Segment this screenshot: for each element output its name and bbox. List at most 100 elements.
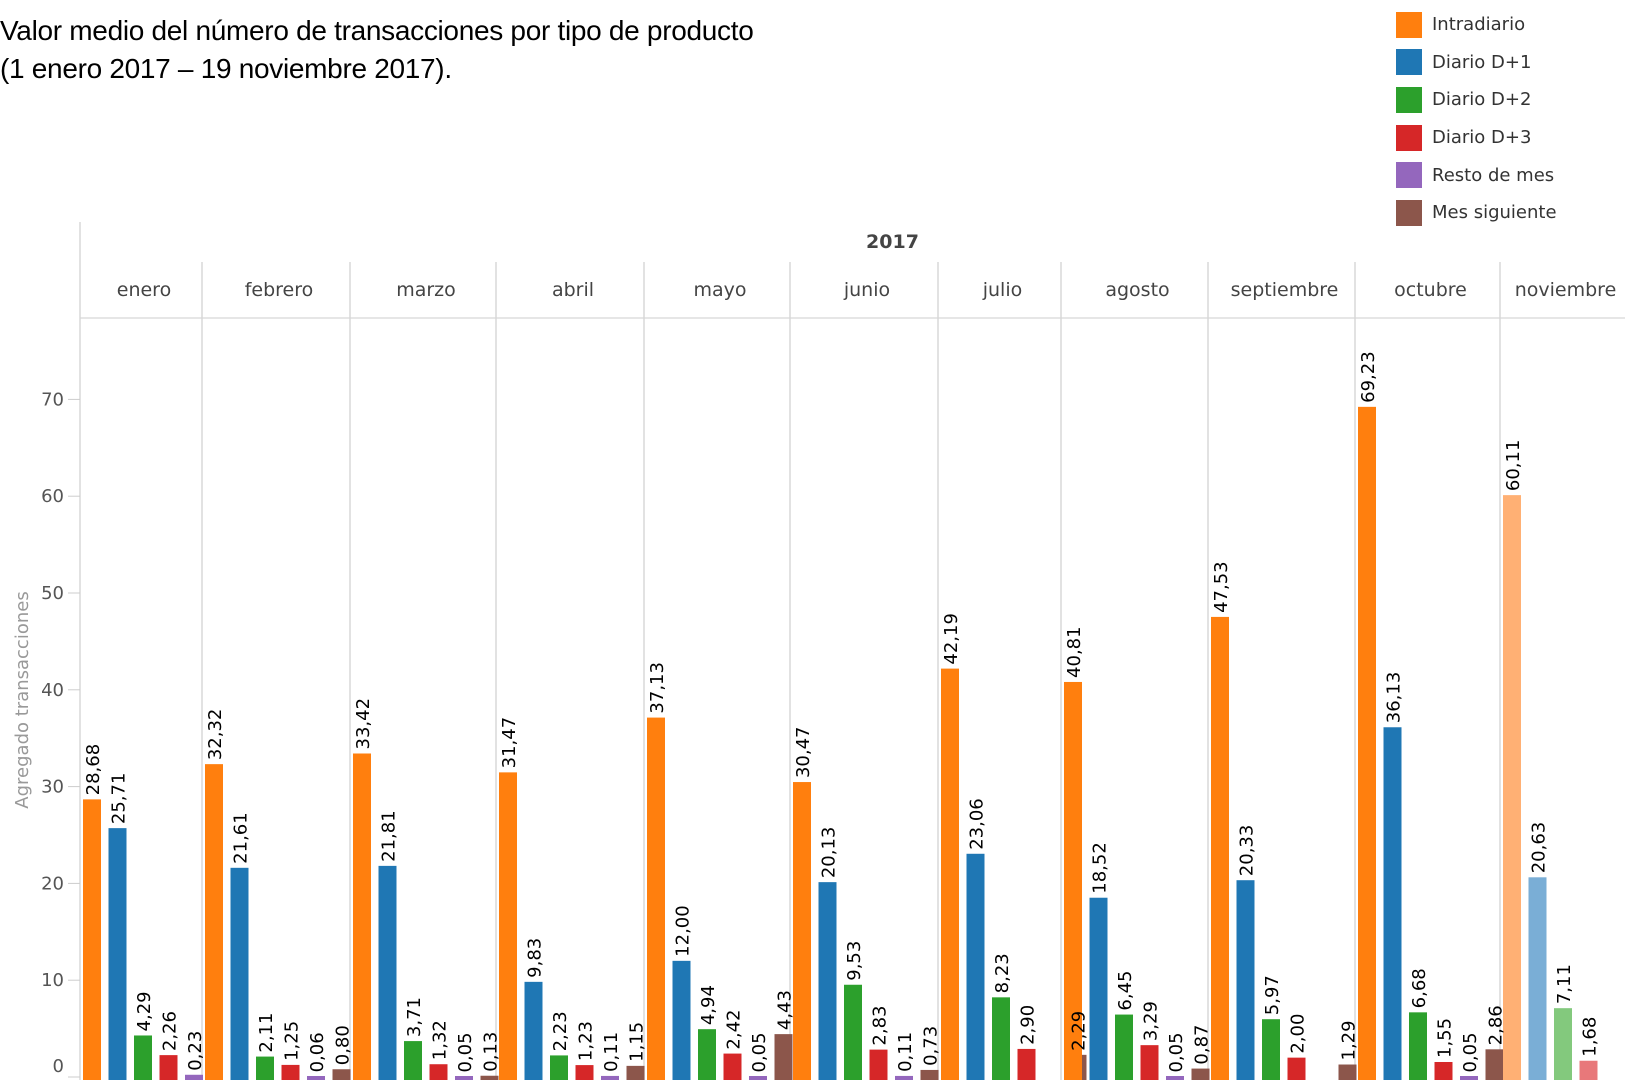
month-label-noviembre: noviembre [1515,279,1617,301]
bar-junio-mes-siguiente[interactable] [920,1069,939,1080]
bar-febrero-diario-d-1[interactable] [230,867,249,1080]
bar-marzo-mes-siguiente[interactable] [480,1075,499,1080]
bar-junio-diario-d-1[interactable] [818,882,837,1080]
data-label-febrero-diario-d-3: 1,25 [282,1021,303,1061]
legend-label: Diario D+2 [1432,89,1532,111]
bar-mayo-resto-de-mes[interactable] [749,1076,767,1080]
bar-abril-resto-de-mes[interactable] [601,1075,619,1080]
legend-label: Resto de mes [1432,164,1555,186]
bar-junio-diario-d-3[interactable] [869,1049,888,1080]
data-label-agosto-mes-siguiente: 0,87 [1192,1025,1213,1065]
legend-item-resto-de-mes[interactable]: Resto de mes [1396,156,1557,194]
bar-septiembre-mes-siguiente[interactable] [1338,1064,1357,1080]
month-label-mayo: mayo [693,279,746,301]
bar-febrero-mes-siguiente[interactable] [332,1069,351,1080]
data-label-junio-diario-d-3: 2,83 [870,1006,891,1046]
bar-julio-diario-d-1[interactable] [966,853,985,1080]
bar-mayo-intradiario[interactable] [647,717,665,1080]
y-tick-label: 10 [41,970,64,991]
data-label-septiembre-mes-siguiente: 1,29 [1339,1020,1360,1060]
bar-mayo-diario-d-1[interactable] [672,960,691,1080]
legend-item-intradiario[interactable]: Intradiario [1396,6,1557,44]
bar-junio-intradiario[interactable] [793,782,811,1080]
bar-abril-mes-siguiente[interactable] [626,1065,645,1080]
bar-agosto-diario-d-2[interactable] [1115,1014,1133,1080]
legend-item-diario-d-3[interactable]: Diario D+3 [1396,119,1557,157]
bar-marzo-resto-de-mes[interactable] [455,1076,473,1080]
month-label-enero: enero [117,279,171,301]
bar-octubre-diario-d-3[interactable] [1434,1061,1453,1080]
bar-agosto-diario-d-1[interactable] [1089,897,1108,1080]
bar-marzo-diario-d-2[interactable] [404,1041,422,1080]
bar-enero-diario-d-1[interactable] [108,828,127,1080]
bar-junio-resto-de-mes[interactable] [895,1075,913,1080]
bar-noviembre-diario-d-3[interactable] [1579,1060,1598,1080]
bar-septiembre-diario-d-2[interactable] [1262,1019,1280,1080]
y-tick-label: 0 [53,1056,64,1077]
bar-abril-diario-d-1[interactable] [524,981,543,1080]
data-label-marzo-resto-de-mes: 0,05 [455,1032,476,1072]
bar-mayo-diario-d-3[interactable] [723,1053,742,1080]
month-label-febrero: febrero [245,279,314,301]
bar-agosto-resto-de-mes[interactable] [1166,1076,1184,1080]
bar-septiembre-diario-d-3[interactable] [1287,1057,1306,1080]
bar-abril-diario-d-3[interactable] [575,1065,594,1080]
data-label-mayo-diario-d-1: 12,00 [673,905,694,957]
bar-junio-diario-d-2[interactable] [844,984,862,1080]
bar-septiembre-diario-d-1[interactable] [1236,880,1255,1080]
bar-noviembre-diario-d-2[interactable] [1554,1008,1572,1080]
bar-febrero-resto-de-mes[interactable] [307,1076,325,1080]
month-label-julio: julio [982,279,1023,301]
bar-julio-diario-d-3[interactable] [1017,1048,1036,1080]
data-label-junio-resto-de-mes: 0,11 [895,1032,916,1072]
bar-mayo-diario-d-2[interactable] [698,1029,716,1080]
bar-noviembre-intradiario[interactable] [1503,495,1521,1080]
data-label-enero-diario-d-2: 4,29 [134,991,155,1031]
data-label-julio-diario-d-2: 8,23 [992,953,1013,993]
legend-swatch [1396,11,1422,38]
bar-octubre-diario-d-2[interactable] [1409,1012,1427,1080]
year-header: 2017 [866,231,919,253]
month-label-marzo: marzo [396,279,456,301]
legend-item-diario-d-2[interactable]: Diario D+2 [1396,81,1557,119]
bar-marzo-diario-d-3[interactable] [429,1064,448,1080]
bar-agosto-diario-d-3[interactable] [1140,1045,1159,1080]
bar-enero-resto-de-mes[interactable] [185,1074,203,1080]
bar-abril-intradiario[interactable] [499,772,517,1080]
data-label-octubre-diario-d-3: 1,55 [1435,1018,1456,1058]
bar-octubre-mes-siguiente[interactable] [1485,1049,1504,1080]
bar-febrero-intradiario[interactable] [205,764,223,1080]
bar-abril-diario-d-2[interactable] [550,1055,568,1080]
legend-item-diario-d-1[interactable]: Diario D+1 [1396,44,1557,82]
data-label-junio-mes-siguiente: 0,73 [921,1026,942,1066]
bar-agosto-intradiario[interactable] [1064,681,1082,1080]
data-label-agosto-diario-d-1: 18,52 [1090,842,1111,894]
bar-agosto-mes-siguiente[interactable] [1191,1068,1210,1080]
bar-octubre-resto-de-mes[interactable] [1460,1076,1478,1080]
y-axis: 0 10 20 30 40 50 60 70 Agregado transacciones [12,389,80,1078]
data-label-agosto-diario-d-3: 3,29 [1141,1001,1162,1041]
chart-title-line-2: (1 enero 2017 – 19 noviembre 2017). [0,53,452,84]
bar-marzo-diario-d-1[interactable] [378,865,397,1080]
legend-swatch [1396,124,1422,151]
bar-octubre-diario-d-1[interactable] [1383,727,1402,1080]
bar-mayo-mes-siguiente[interactable] [774,1034,793,1080]
bar-enero-diario-d-2[interactable] [134,1035,152,1080]
data-label-marzo-mes-siguiente: 0,13 [481,1032,502,1072]
bar-octubre-intradiario[interactable] [1358,406,1376,1080]
data-label-septiembre-diario-d-1: 20,33 [1237,825,1258,877]
bar-marzo-intradiario[interactable] [353,753,371,1080]
bar-septiembre-intradiario[interactable] [1211,616,1229,1080]
legend-item-mes-siguiente[interactable]: Mes siguiente [1396,194,1557,232]
bar-enero-diario-d-3[interactable] [159,1055,178,1080]
data-label-julio-mes-siguiente: 2,29 [1069,1011,1090,1051]
y-tick-label: 50 [41,583,64,604]
bar-enero-intradiario[interactable] [83,799,101,1080]
bar-noviembre-diario-d-1[interactable] [1528,877,1547,1080]
bar-julio-diario-d-2[interactable] [992,997,1010,1080]
bar-febrero-diario-d-2[interactable] [256,1056,274,1080]
bar-febrero-diario-d-3[interactable] [281,1064,300,1080]
bar-julio-intradiario[interactable] [941,668,959,1080]
data-label-febrero-diario-d-2: 2,11 [256,1012,277,1052]
